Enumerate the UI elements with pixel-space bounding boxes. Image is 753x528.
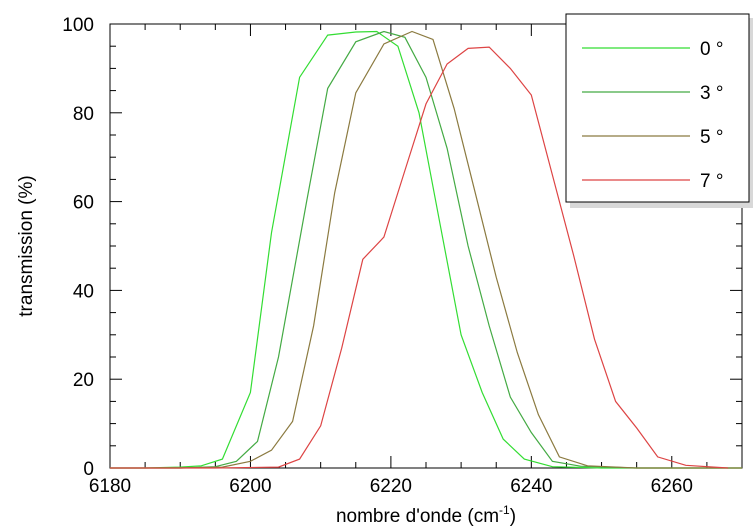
series-lines [110, 30, 742, 469]
x-tick-label: 6260 [651, 476, 693, 497]
series-line-3 [110, 46, 729, 469]
y-tick-label: 20 [73, 370, 94, 391]
y-axis-title: transmission (%) [16, 175, 37, 316]
legend-label-2: 5 ° [700, 127, 723, 148]
series-line-1 [110, 30, 742, 469]
legend-items: 0 ° 3 ° 5 ° 7 ° [582, 39, 723, 192]
y-tick-label: 40 [73, 281, 94, 302]
x-tick-label: 6240 [510, 476, 552, 497]
x-axis-title: nombre d'onde (cm-1) [336, 503, 516, 527]
legend-label-1: 3 ° [700, 83, 723, 104]
y-tick-label: 80 [73, 104, 94, 125]
x-tick-label: 6220 [370, 476, 412, 497]
legend-box [565, 13, 750, 203]
x-tick-label: 6200 [229, 476, 271, 497]
legend-label-0: 0 ° [700, 39, 723, 60]
x-tick-label: 6180 [89, 476, 131, 497]
series-line-0 [110, 30, 742, 469]
tick-labels: 6180 6200 6220 6240 6260 0 20 40 60 80 100 [62, 15, 693, 497]
legend-label-3: 7 ° [700, 171, 723, 192]
legend: 0 ° 3 ° 5 ° 7 ° [565, 13, 753, 208]
y-tick-label: 0 [83, 459, 94, 480]
y-tick-label: 60 [73, 193, 94, 214]
series-line-2 [110, 30, 742, 469]
y-tick-label: 100 [62, 15, 94, 36]
